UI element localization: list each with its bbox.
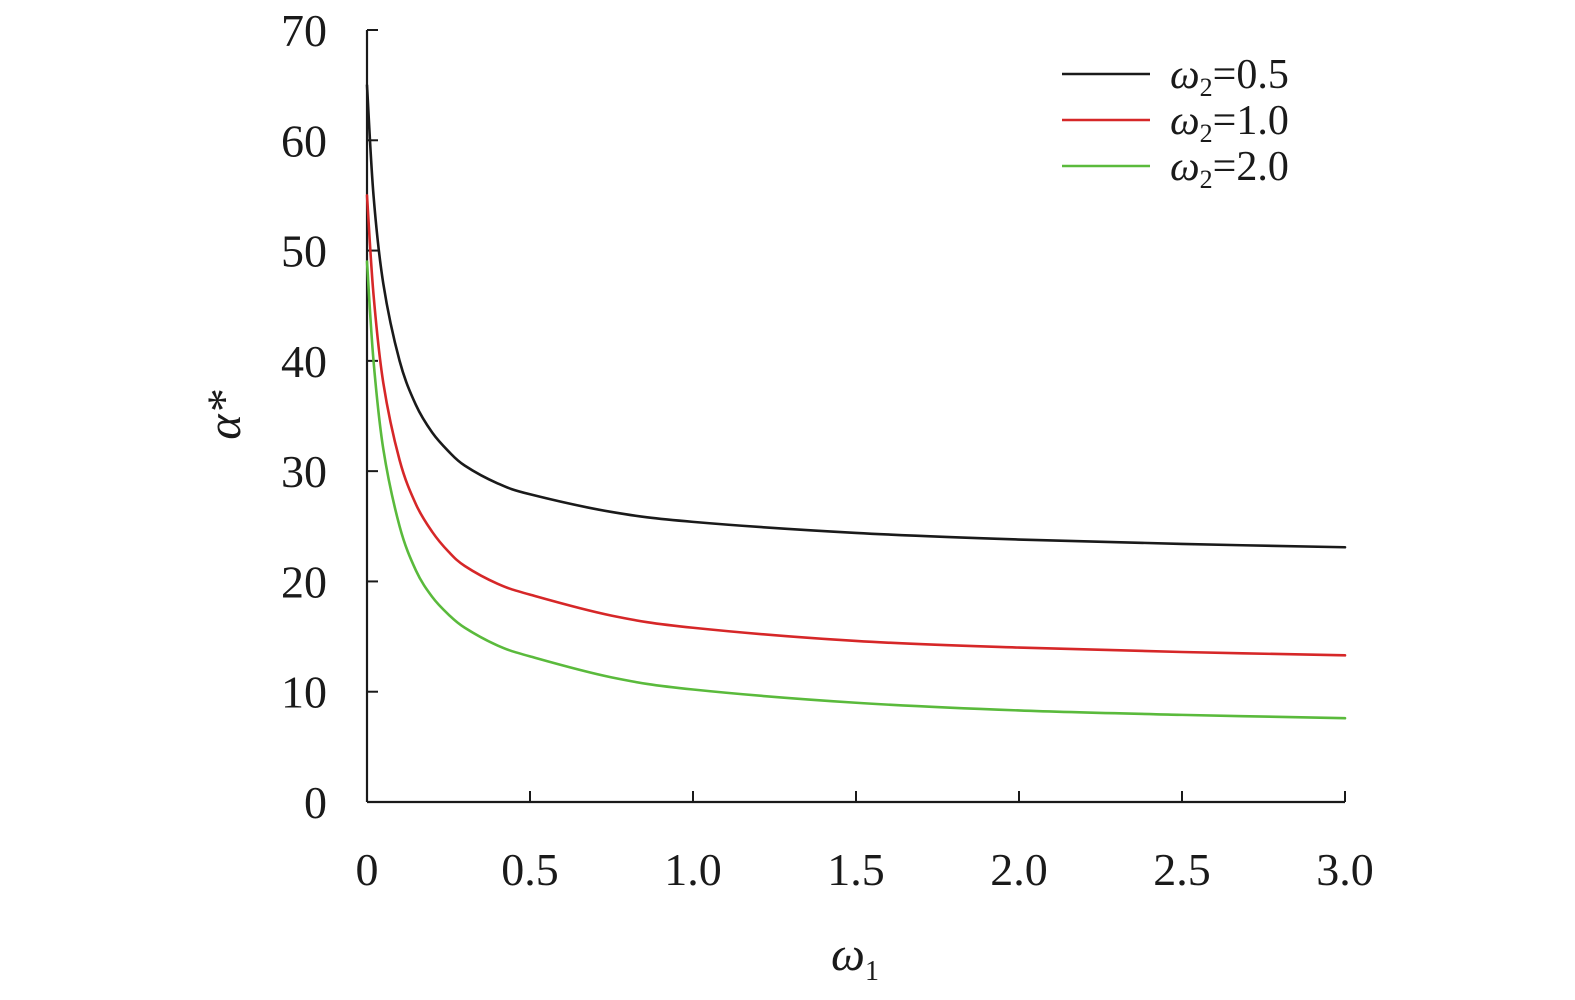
x-axis-title: ω1 [831, 928, 879, 987]
legend: ω2=0.5ω2=1.0ω2=2.0 [1062, 52, 1289, 194]
y-tick-label: 50 [281, 226, 327, 277]
legend-value: =0.5 [1213, 52, 1289, 98]
legend-label-2: ω2=1.0 [1170, 98, 1289, 148]
x-tick-label: 1.5 [827, 844, 885, 895]
legend-subscript: 2 [1200, 165, 1213, 194]
legend-label-3: ω2=2.0 [1170, 144, 1289, 194]
x-ticks: 0 0.5 1.0 1.5 2.0 2.5 3.0 [356, 791, 1374, 895]
x-tick-label: 0 [356, 844, 379, 895]
y-tick-label: 40 [281, 336, 327, 387]
x-tick-label: 1.0 [664, 844, 722, 895]
legend-symbol: ω [1170, 98, 1200, 144]
series-line-2 [367, 195, 1345, 655]
y-ticks: 0 10 20 30 40 50 60 70 [281, 5, 378, 828]
legend-symbol: ω [1170, 144, 1200, 190]
legend-symbol: ω [1170, 52, 1200, 98]
legend-subscript: 2 [1200, 119, 1213, 148]
y-tick-label: 60 [281, 115, 327, 166]
x-tick-label: 2.5 [1153, 844, 1211, 895]
y-axis-title: α* [198, 390, 251, 439]
legend-value: =2.0 [1213, 144, 1289, 190]
y-tick-label: 20 [281, 556, 327, 607]
x-axis-title-subscript: 1 [865, 956, 879, 987]
y-axis-title-text: α* [198, 390, 251, 439]
legend-label-1: ω2=0.5 [1170, 52, 1289, 102]
y-tick-label: 10 [281, 667, 327, 718]
y-tick-label: 0 [304, 777, 327, 828]
y-tick-label: 30 [281, 446, 327, 497]
x-tick-label: 0.5 [501, 844, 559, 895]
legend-subscript: 2 [1200, 73, 1213, 102]
x-tick-label: 3.0 [1316, 844, 1374, 895]
x-axis-title-text: ω [831, 928, 865, 981]
y-tick-label: 70 [281, 5, 327, 56]
legend-value: =1.0 [1213, 98, 1289, 144]
x-tick-label: 2.0 [990, 844, 1048, 895]
